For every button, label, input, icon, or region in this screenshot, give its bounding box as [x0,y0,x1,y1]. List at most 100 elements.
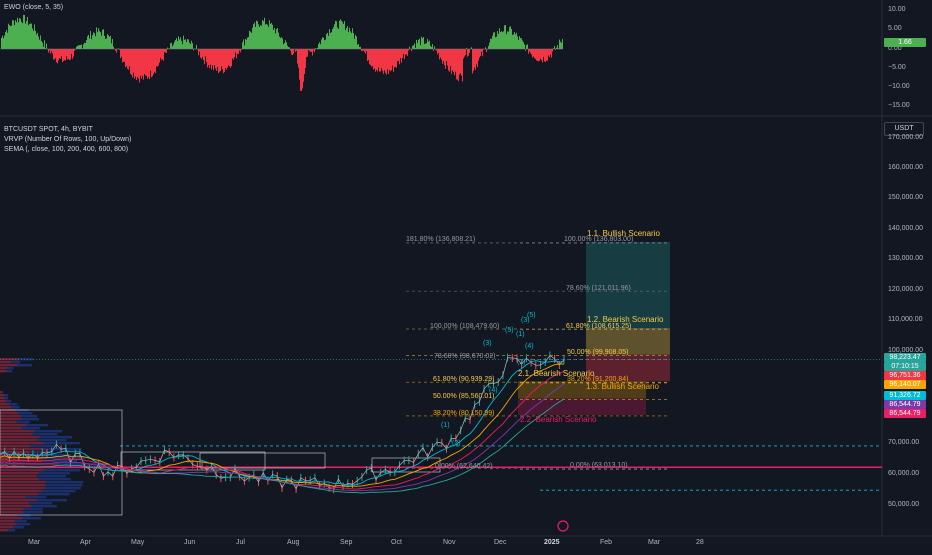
ewo-bar [533,49,534,57]
ewo-bar [408,49,409,51]
ewo-bar [496,36,497,49]
ewo-bar [237,49,238,54]
ewo-bar [498,33,499,49]
ewo-bar [225,49,226,69]
ewo-bar [551,49,552,58]
wave-label: (5) [527,312,536,319]
ewo-bar [101,35,102,49]
ewo-bar [33,30,34,49]
ewo-bar [285,40,286,49]
volume-profile-bar [39,436,73,439]
ewo-bar [360,46,361,49]
ewo-bar [380,49,381,72]
ewo-bar [539,49,540,61]
ewo-bar [256,20,257,49]
price-tick: 140,000.00 [888,225,924,232]
ewo-bar [257,21,258,49]
volume-profile-bar [0,439,37,442]
bullish-zone [586,241,670,328]
ewo-bar [183,35,184,49]
ewo-bar [280,37,281,49]
time-tick: 28 [696,539,704,546]
ewo-bar [249,30,250,49]
ewo-bar [159,49,160,63]
volume-profile-bar [6,400,12,403]
ewo-bar [246,39,247,49]
volume-profile-bar [0,412,18,415]
ewo-bar [537,49,538,62]
currency-button[interactable]: USDT [884,122,924,136]
ewo-bar [508,31,509,49]
ewo-bar [109,36,110,49]
ewo-bar [23,14,24,50]
ewo-bar [450,49,451,67]
price-tick: 160,000.00 [888,164,924,171]
ewo-bar [556,47,557,49]
ewo-bar [534,49,535,59]
volume-profile-bar [0,361,12,364]
ewo-bar [241,49,242,50]
ewo-bar [35,30,36,49]
ewo-bar [37,32,38,49]
ewo-bar [412,45,413,49]
ewo-bar [227,49,228,68]
fib-label: 50.00% (85,560.01) [433,393,495,400]
ewo-bar [388,49,389,74]
ewo-bar [205,49,206,57]
ewo-bar [292,49,293,56]
ewo-bar [465,49,466,56]
ewo-bar [526,45,527,49]
ewo-bar [490,38,491,49]
ewo-bar [371,49,372,67]
ewo-bar [64,49,65,61]
ewo-bar [210,49,211,65]
fib-label: 78.60% (121,011.96) [566,285,631,292]
ewo-bar [89,38,90,49]
ewo-bar [451,49,452,74]
ewo-bar [385,49,386,73]
volume-profile-bar [0,442,44,445]
ewo-bar [118,48,119,49]
ewo-bar [154,49,155,72]
ewo-bar [558,48,559,49]
ewo-bar [505,25,506,49]
ewo-bar [455,49,456,72]
volume-profile-bar [0,460,43,463]
ewo-bar [8,23,9,49]
volume-profile-bar [0,484,46,487]
ewo-bar [428,41,429,49]
ewo-tick: −15.00 [888,102,910,109]
volume-profile-bar [0,358,19,361]
ewo-bar [217,49,218,67]
ewo-bar [354,38,355,49]
ewo-bar [466,47,467,49]
fib-label: 38.20% (91,200.84) [567,376,629,383]
sema-line [0,363,565,487]
ewo-bar [301,49,302,91]
ewo-bar [19,18,20,49]
ewo-bar [334,24,335,49]
ewo-bar [469,49,470,53]
ewo-bar [546,49,547,61]
ewo-bar [416,39,417,49]
ewo-bar [540,49,541,59]
scenario-zone-pink [518,398,646,415]
volume-profile-bar [0,364,18,367]
ewo-bar [391,49,392,71]
ewo-bar [254,22,255,49]
ewo-bar [53,49,54,60]
indicator-sema: SEMA (, close, 100, 200, 400, 600, 800) [4,146,129,153]
ewo-bar [547,49,548,61]
ewo-bar [514,31,515,49]
ewo-bar [515,34,516,49]
ewo-bar [126,49,127,67]
ewo-bar [52,49,53,54]
ewo-bar [445,49,446,69]
ewo-bar [381,49,382,69]
ewo-bar [22,23,23,49]
ewo-bar [259,26,260,49]
ewo-bar [122,49,123,63]
price-tick: 120,000.00 [888,286,924,293]
